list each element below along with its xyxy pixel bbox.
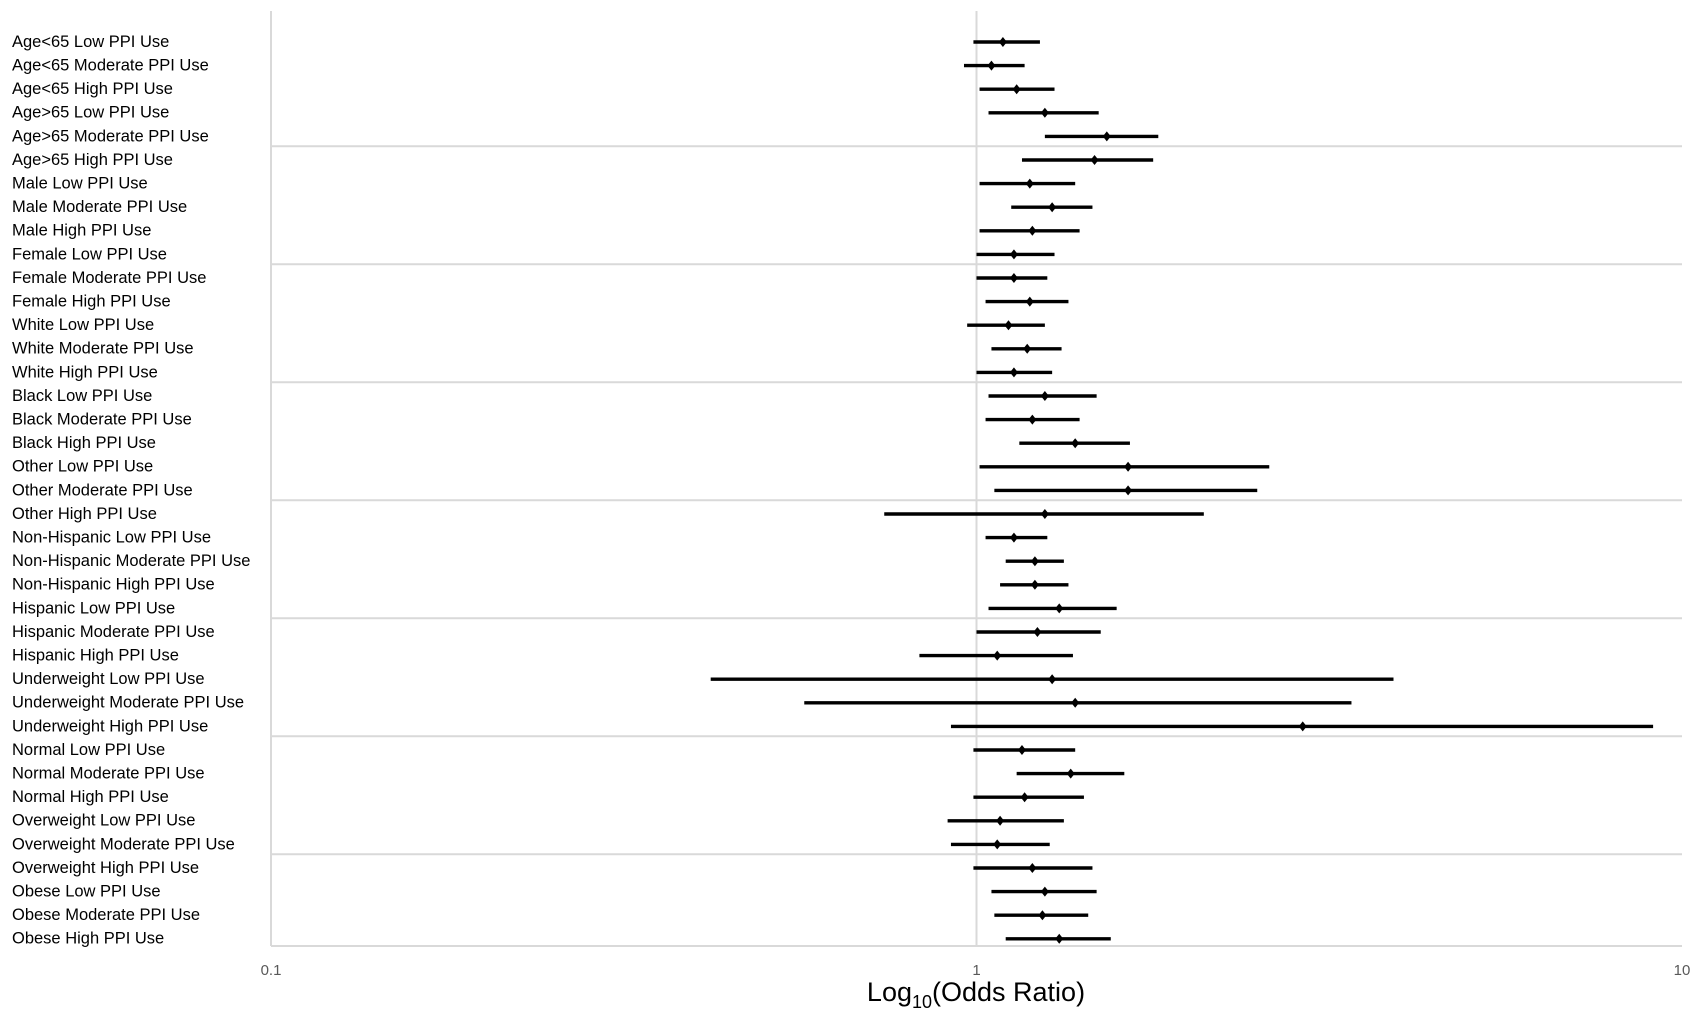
row-label: White Low PPI Use — [12, 316, 154, 334]
point-estimate — [1028, 863, 1037, 873]
point-estimate — [1055, 603, 1064, 614]
row-label: Non-Hispanic High PPI Use — [12, 576, 215, 594]
row-label: Overweight High PPI Use — [12, 859, 199, 877]
x-tick-label: 0.1 — [261, 962, 282, 979]
x-axis-title: Log10(Odds Ratio) — [867, 977, 1085, 1010]
row-label: Age>65 Moderate PPI Use — [12, 127, 209, 145]
point-estimate — [1025, 178, 1034, 189]
point-estimate — [1124, 461, 1133, 472]
confidence-intervals — [710, 40, 1654, 941]
point-estimate — [1048, 202, 1057, 213]
point-estimate — [1040, 107, 1049, 118]
row-label: Other Low PPI Use — [12, 458, 153, 476]
point-estimate — [1102, 131, 1111, 142]
row-label: Non-Hispanic Moderate PPI Use — [12, 552, 250, 570]
row-label: Obese Moderate PPI Use — [12, 906, 200, 924]
row-label: Hispanic High PPI Use — [12, 646, 179, 664]
point-estimate — [1028, 225, 1037, 236]
row-label: Normal High PPI Use — [12, 788, 169, 806]
row-label: Normal Moderate PPI Use — [12, 764, 205, 782]
row-label: Age>65 Low PPI Use — [12, 104, 169, 122]
point-estimate — [998, 37, 1007, 47]
row-label: Overweight Moderate PPI Use — [12, 835, 235, 853]
row-label: Hispanic Low PPI Use — [12, 599, 175, 617]
row-label: Hispanic Moderate PPI Use — [12, 623, 215, 641]
x-axis-title-subscript: 10 — [912, 992, 932, 1010]
point-estimate — [1038, 910, 1047, 921]
row-label: Underweight Low PPI Use — [12, 670, 205, 688]
row-label: Female Low PPI Use — [12, 245, 167, 263]
row-label: Male Moderate PPI Use — [12, 198, 187, 216]
row-label: Normal Low PPI Use — [12, 741, 165, 759]
row-label: Obese High PPI Use — [12, 930, 164, 948]
row-label: Male High PPI Use — [12, 222, 151, 240]
odds-ratio-points — [987, 37, 1307, 944]
point-estimate — [1030, 556, 1039, 567]
row-label: Overweight Low PPI Use — [12, 812, 195, 830]
row-label: Black Low PPI Use — [12, 387, 152, 405]
x-axis-title-prefix: Log — [867, 977, 912, 1007]
row-label: Age<65 Moderate PPI Use — [12, 56, 209, 74]
point-estimate — [1009, 367, 1018, 378]
point-estimate — [1066, 768, 1075, 779]
row-label: Age<65 Low PPI Use — [12, 33, 169, 51]
row-labels: Age<65 Low PPI Use Age<65 Moderate PPI Us… — [12, 33, 250, 948]
row-label: Male Low PPI Use — [12, 174, 148, 192]
point-estimate — [1040, 509, 1049, 519]
row-label: White High PPI Use — [12, 363, 158, 381]
point-estimate — [1055, 933, 1064, 944]
grid-lines — [270, 11, 1682, 947]
point-estimate — [1025, 296, 1034, 307]
point-estimate — [1124, 485, 1133, 496]
row-label: Underweight High PPI Use — [12, 717, 208, 735]
row-label: White Moderate PPI Use — [12, 340, 194, 358]
point-estimate — [1298, 721, 1307, 732]
point-estimate — [1028, 414, 1037, 425]
x-axis-title-suffix: (Odds Ratio) — [932, 977, 1085, 1007]
point-estimate — [993, 839, 1002, 850]
point-estimate — [1033, 627, 1042, 637]
point-estimate — [1012, 84, 1021, 95]
point-estimate — [987, 60, 996, 71]
x-tick-label: 10 — [1674, 962, 1691, 979]
row-label: Other Moderate PPI Use — [12, 481, 193, 499]
row-label: Age>65 High PPI Use — [12, 151, 173, 169]
row-label: Age<65 High PPI Use — [12, 80, 173, 98]
x-tick-label: 1 — [972, 962, 980, 979]
row-label: Female Moderate PPI Use — [12, 269, 206, 287]
point-estimate — [993, 650, 1002, 661]
row-label: Underweight Moderate PPI Use — [12, 694, 244, 712]
point-estimate — [1048, 674, 1057, 685]
row-label: Black High PPI Use — [12, 434, 156, 452]
point-estimate — [1040, 391, 1049, 401]
point-estimate — [1023, 343, 1032, 354]
point-estimate — [1071, 697, 1080, 708]
x-axis-ticks: 0.1 1 10 — [261, 962, 1691, 979]
point-estimate — [1090, 155, 1099, 165]
row-label: Black Moderate PPI Use — [12, 410, 192, 428]
point-estimate — [1071, 438, 1080, 449]
point-estimate — [1040, 886, 1049, 897]
point-estimate — [1009, 532, 1018, 543]
point-estimate — [1030, 579, 1039, 590]
point-estimate — [1009, 273, 1018, 283]
row-label: Obese Low PPI Use — [12, 882, 161, 900]
point-estimate — [1009, 249, 1018, 260]
point-estimate — [996, 815, 1005, 826]
point-estimate — [1020, 792, 1029, 803]
row-label: Female High PPI Use — [12, 292, 171, 310]
row-label: Non-Hispanic Low PPI Use — [12, 528, 211, 546]
point-estimate — [1017, 745, 1026, 755]
point-estimate — [1004, 320, 1013, 331]
row-label: Other High PPI Use — [12, 505, 157, 523]
